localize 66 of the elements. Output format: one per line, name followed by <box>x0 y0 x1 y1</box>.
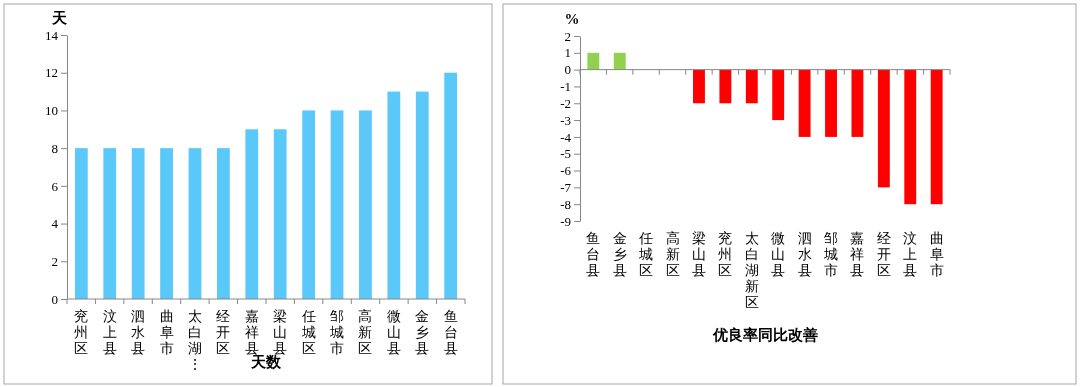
x-tick-label: 金乡县 <box>415 309 430 356</box>
bar <box>273 129 287 299</box>
y-tick-label: -7 <box>560 180 572 196</box>
x-tick-label: 汶上县 <box>903 231 918 278</box>
y-tick-label: -4 <box>560 129 572 145</box>
x-tick-label: 梁山县 <box>691 231 706 278</box>
bar <box>217 148 230 299</box>
x-tick-label: 泗水县 <box>797 231 812 278</box>
bar <box>131 148 145 299</box>
y-tick-label: -2 <box>560 95 571 111</box>
y-tick-label: 10 <box>45 103 58 119</box>
x-tick-label: 曲阜市 <box>929 231 944 278</box>
bar <box>188 148 202 299</box>
x-tick-label: 兖州区 <box>74 309 89 356</box>
x-tick-label: 嘉祥县 <box>850 231 865 278</box>
x-tick-label: 邹城市 <box>823 231 839 278</box>
bar <box>103 148 117 299</box>
x-tick-label: 邹城市 <box>329 309 345 356</box>
y-tick-label: -5 <box>560 146 571 162</box>
y-tick-label: 0 <box>51 291 58 307</box>
y-tick-label: -3 <box>560 112 571 128</box>
x-axis-title: 天数 <box>250 354 282 370</box>
x-tick-label: 太白湖新区 <box>744 231 759 310</box>
y-tick-label: 0 <box>564 62 571 78</box>
y-tick-label: 14 <box>45 27 59 43</box>
y-tick-label: -6 <box>560 163 572 179</box>
x-tick-label: 微山县 <box>771 231 786 278</box>
y-tick-label: -8 <box>560 196 571 212</box>
bar <box>245 129 259 299</box>
x-tick-label: 高新区 <box>358 309 373 356</box>
x-tick-label: 泗水县 <box>131 309 146 356</box>
y-tick-label: 6 <box>51 178 59 194</box>
y-tick-label: 12 <box>45 65 58 81</box>
bar <box>74 148 88 299</box>
x-tick-label: 兖州区 <box>718 231 733 278</box>
y-tick-label: -9 <box>560 213 571 229</box>
x-tick-label: 曲阜市 <box>159 309 174 356</box>
bar <box>330 110 344 299</box>
x-tick-label: 鱼台县 <box>586 231 601 278</box>
y-axis-title: 天 <box>50 10 68 26</box>
x-tick-label: 金乡县 <box>612 231 627 278</box>
x-tick-label: 任城区 <box>638 231 654 278</box>
x-tick-label: 任城区 <box>300 309 316 356</box>
y-tick-label: 1 <box>564 45 571 61</box>
x-axis-title: 优良率同比改善 <box>711 326 818 343</box>
x-tick-label: 微山县 <box>386 309 401 356</box>
bar <box>444 72 458 299</box>
x-tick-label: 经开区 <box>876 231 891 278</box>
x-tick-label: 经开区 <box>216 309 231 356</box>
bar <box>302 110 315 299</box>
y-tick-label: 8 <box>51 140 58 156</box>
x-tick-label: 嘉祥县 <box>244 309 259 356</box>
bar <box>415 91 429 299</box>
y-tick-label: 2 <box>51 253 58 269</box>
bar <box>387 91 401 299</box>
y-axis-title: % <box>564 11 580 27</box>
x-tick-label: 汶上县 <box>102 309 117 356</box>
x-tick-label: 高新区 <box>665 231 680 278</box>
x-tick-label: 梁山县 <box>273 309 288 356</box>
x-tick-label: 太白湖⋮ <box>187 309 202 372</box>
bar <box>160 148 173 299</box>
x-tick-label: 鱼台县 <box>443 309 458 356</box>
bar <box>359 110 372 299</box>
y-tick-label: -1 <box>560 79 571 95</box>
y-tick-label: 2 <box>564 28 571 44</box>
y-tick-label: 4 <box>51 216 59 232</box>
